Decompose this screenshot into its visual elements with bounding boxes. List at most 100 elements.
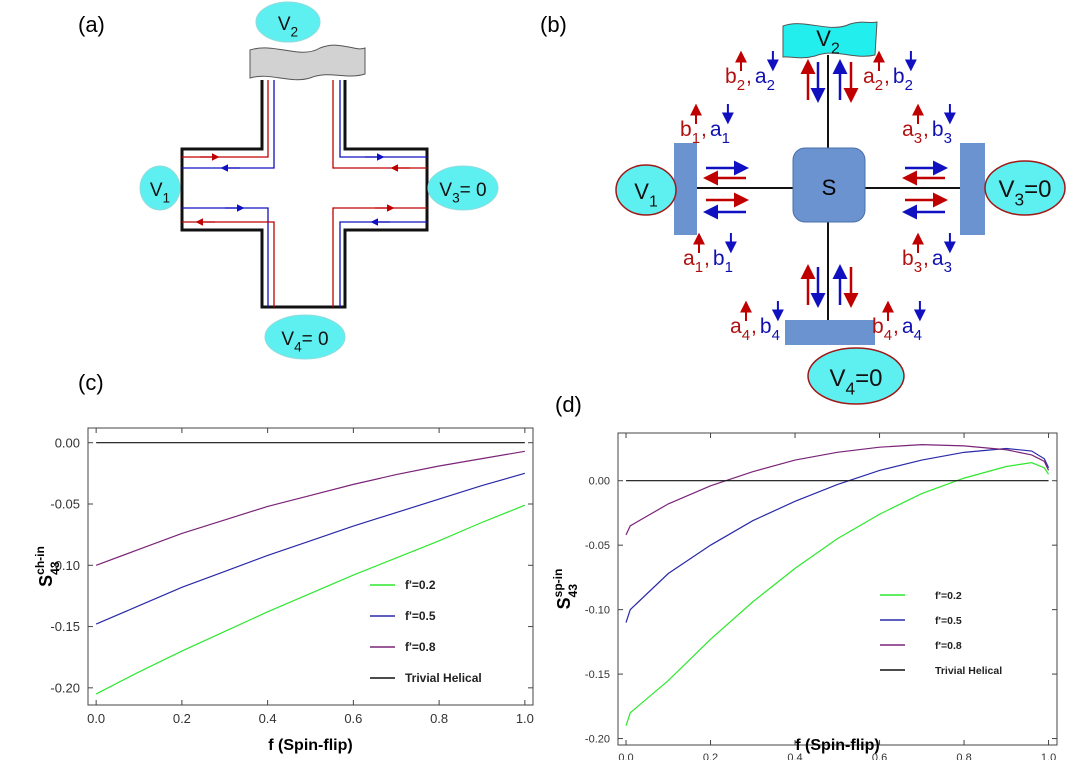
port-out-sub: 1	[692, 130, 700, 147]
label-main: V	[278, 14, 291, 35]
x-axis-label: f (Spin-flip)	[795, 737, 879, 754]
plot-frame	[88, 428, 533, 705]
port-sep: ,	[746, 65, 752, 88]
x-tick-label: 0.8	[430, 711, 448, 726]
y-label-sup: sp-in	[551, 569, 565, 598]
legend-label: f'=0.2	[935, 590, 962, 602]
label-sub: 4	[846, 378, 856, 398]
y-tick-label: -0.05	[585, 540, 610, 552]
port-out-sub: 4	[742, 327, 750, 344]
line	[626, 448, 1049, 622]
port-out: a	[863, 65, 875, 88]
diagram-b	[616, 22, 1065, 404]
port-in-sub: 4	[914, 327, 922, 344]
port-label: b3,a3	[902, 247, 952, 276]
port-sep: ,	[884, 65, 890, 88]
line	[626, 463, 1049, 726]
port-out-sub: 1	[695, 259, 703, 276]
port-out-sub: 4	[884, 327, 892, 344]
x-tick-label: 0.8	[956, 752, 971, 760]
port-out: a	[683, 247, 695, 270]
port-in-sub: 2	[905, 77, 913, 94]
y-axis-label: Sch-in43	[33, 546, 62, 587]
lead-v3	[960, 143, 985, 235]
legend-label: f'=0.8	[405, 640, 436, 654]
label-suffix: =0	[855, 365, 882, 392]
port-in-sub: 4	[772, 327, 780, 344]
label-main: V	[830, 365, 846, 392]
x-tick-label: 0.0	[618, 752, 633, 760]
y-label-main: S	[554, 597, 574, 609]
port-in: a	[710, 118, 722, 141]
legend-label: Trivial Helical	[935, 665, 1002, 677]
x-tick-label: 0.4	[259, 711, 277, 726]
port-out: b	[872, 315, 884, 338]
plot-frame	[618, 433, 1057, 745]
legend-label: f'=0.8	[935, 640, 962, 652]
lead-v4	[785, 320, 875, 345]
port-label: a1,b1	[683, 247, 733, 276]
port-in-sub: 3	[944, 130, 952, 147]
port-out-sub: 2	[737, 77, 745, 94]
legend-label: f'=0.5	[935, 615, 962, 627]
line	[96, 451, 525, 565]
label-main: V	[999, 176, 1015, 203]
label-suffix: =0	[1024, 176, 1051, 203]
legend-label: f'=0.2	[405, 578, 436, 592]
x-tick-label: 0.6	[344, 711, 362, 726]
panel-label: (d)	[555, 392, 582, 417]
label-sub: 2	[291, 25, 299, 40]
port-in-sub: 2	[767, 77, 775, 94]
label-main: V	[150, 180, 163, 201]
figure: (a)V2V1V3= 0V4= 0(b)SV2V1V3=0V4=0b2,a2a2…	[0, 0, 1081, 760]
line	[96, 505, 525, 694]
port-in-sub: 3	[944, 259, 952, 276]
y-label-sub: 43	[48, 561, 62, 575]
port-in: a	[755, 65, 767, 88]
port-label: a3,b3	[902, 118, 952, 147]
label-main: V	[281, 329, 294, 350]
label-suffix: = 0	[302, 329, 329, 350]
panel-label: (c)	[78, 370, 104, 395]
port-in: a	[932, 247, 944, 270]
y-tick-label: -0.15	[50, 619, 80, 634]
line	[626, 445, 1049, 535]
port-out-sub: 3	[914, 130, 922, 147]
port-out-sub: 2	[875, 77, 883, 94]
x-tick-label: 0.0	[87, 711, 105, 726]
port-in: b	[713, 247, 725, 270]
center-label: S	[822, 175, 837, 200]
label-suffix: = 0	[460, 180, 487, 201]
y-tick-label: -0.20	[50, 680, 80, 695]
port-sep: ,	[701, 118, 707, 141]
label-main: V	[634, 179, 649, 204]
port-label: a4,b4	[730, 315, 780, 344]
port-sep: ,	[923, 247, 929, 270]
port-out-sub: 3	[914, 259, 922, 276]
x-tick-label: 0.2	[173, 711, 191, 726]
port-in: a	[902, 315, 914, 338]
lead-v2	[250, 45, 365, 80]
port-in-sub: 1	[725, 259, 733, 276]
label-sub: 3	[1015, 189, 1025, 209]
panel-label: (b)	[540, 12, 567, 37]
y-tick-label: -0.20	[585, 733, 610, 745]
y-axis-label: Ssp-in43	[551, 569, 580, 610]
port-sep: ,	[893, 315, 899, 338]
y-tick-label: -0.05	[50, 497, 80, 512]
port-sep: ,	[923, 118, 929, 141]
port-out: a	[730, 315, 742, 338]
port-out: a	[902, 118, 914, 141]
port-in: b	[760, 315, 772, 338]
label-sub: 1	[163, 191, 171, 206]
port-in: b	[932, 118, 944, 141]
label-sub: 3	[452, 191, 460, 206]
port-in-sub: 1	[722, 130, 730, 147]
channels	[182, 80, 427, 307]
x-tick-label: 0.2	[703, 752, 718, 760]
label-sub: 1	[649, 194, 658, 211]
lead-v1	[674, 143, 697, 235]
y-label-sup: ch-in	[33, 546, 47, 575]
port-in: b	[893, 65, 905, 88]
y-label-sub: 43	[566, 584, 580, 598]
